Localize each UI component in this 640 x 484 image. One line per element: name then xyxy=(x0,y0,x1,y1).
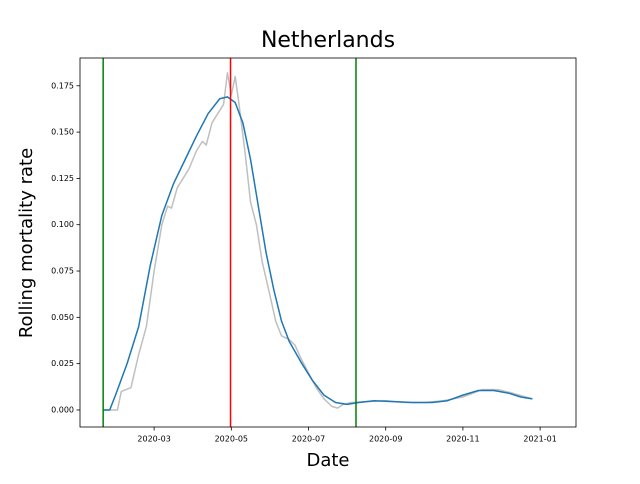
y-tick-label: 0.075 xyxy=(51,267,74,276)
x-tick-label: 2020-07 xyxy=(292,435,325,444)
x-tick-label: 2020-09 xyxy=(369,435,402,444)
y-tick-label: 0.175 xyxy=(51,81,74,90)
y-tick-label: 0.150 xyxy=(51,128,74,137)
y-tick-label: 0.050 xyxy=(51,313,74,322)
y-tick-label: 0.100 xyxy=(51,220,74,229)
y-tick-label: 0.025 xyxy=(51,359,74,368)
x-tick-label: 2020-05 xyxy=(215,435,248,444)
x-axis-label: Date xyxy=(306,450,349,471)
y-tick-label: 0.125 xyxy=(51,174,74,183)
line-series xyxy=(103,72,533,411)
x-tick-label: 2020-11 xyxy=(446,435,479,444)
x-tick-label: 2021-01 xyxy=(523,435,556,444)
y-tick-label: 0.000 xyxy=(51,405,74,414)
line-series xyxy=(103,96,533,411)
x-tick-label: 2020-03 xyxy=(137,435,170,444)
plot-frame xyxy=(79,57,577,428)
chart-title: Netherlands xyxy=(261,28,395,53)
y-axis-label: Rolling mortality rate xyxy=(16,148,37,338)
